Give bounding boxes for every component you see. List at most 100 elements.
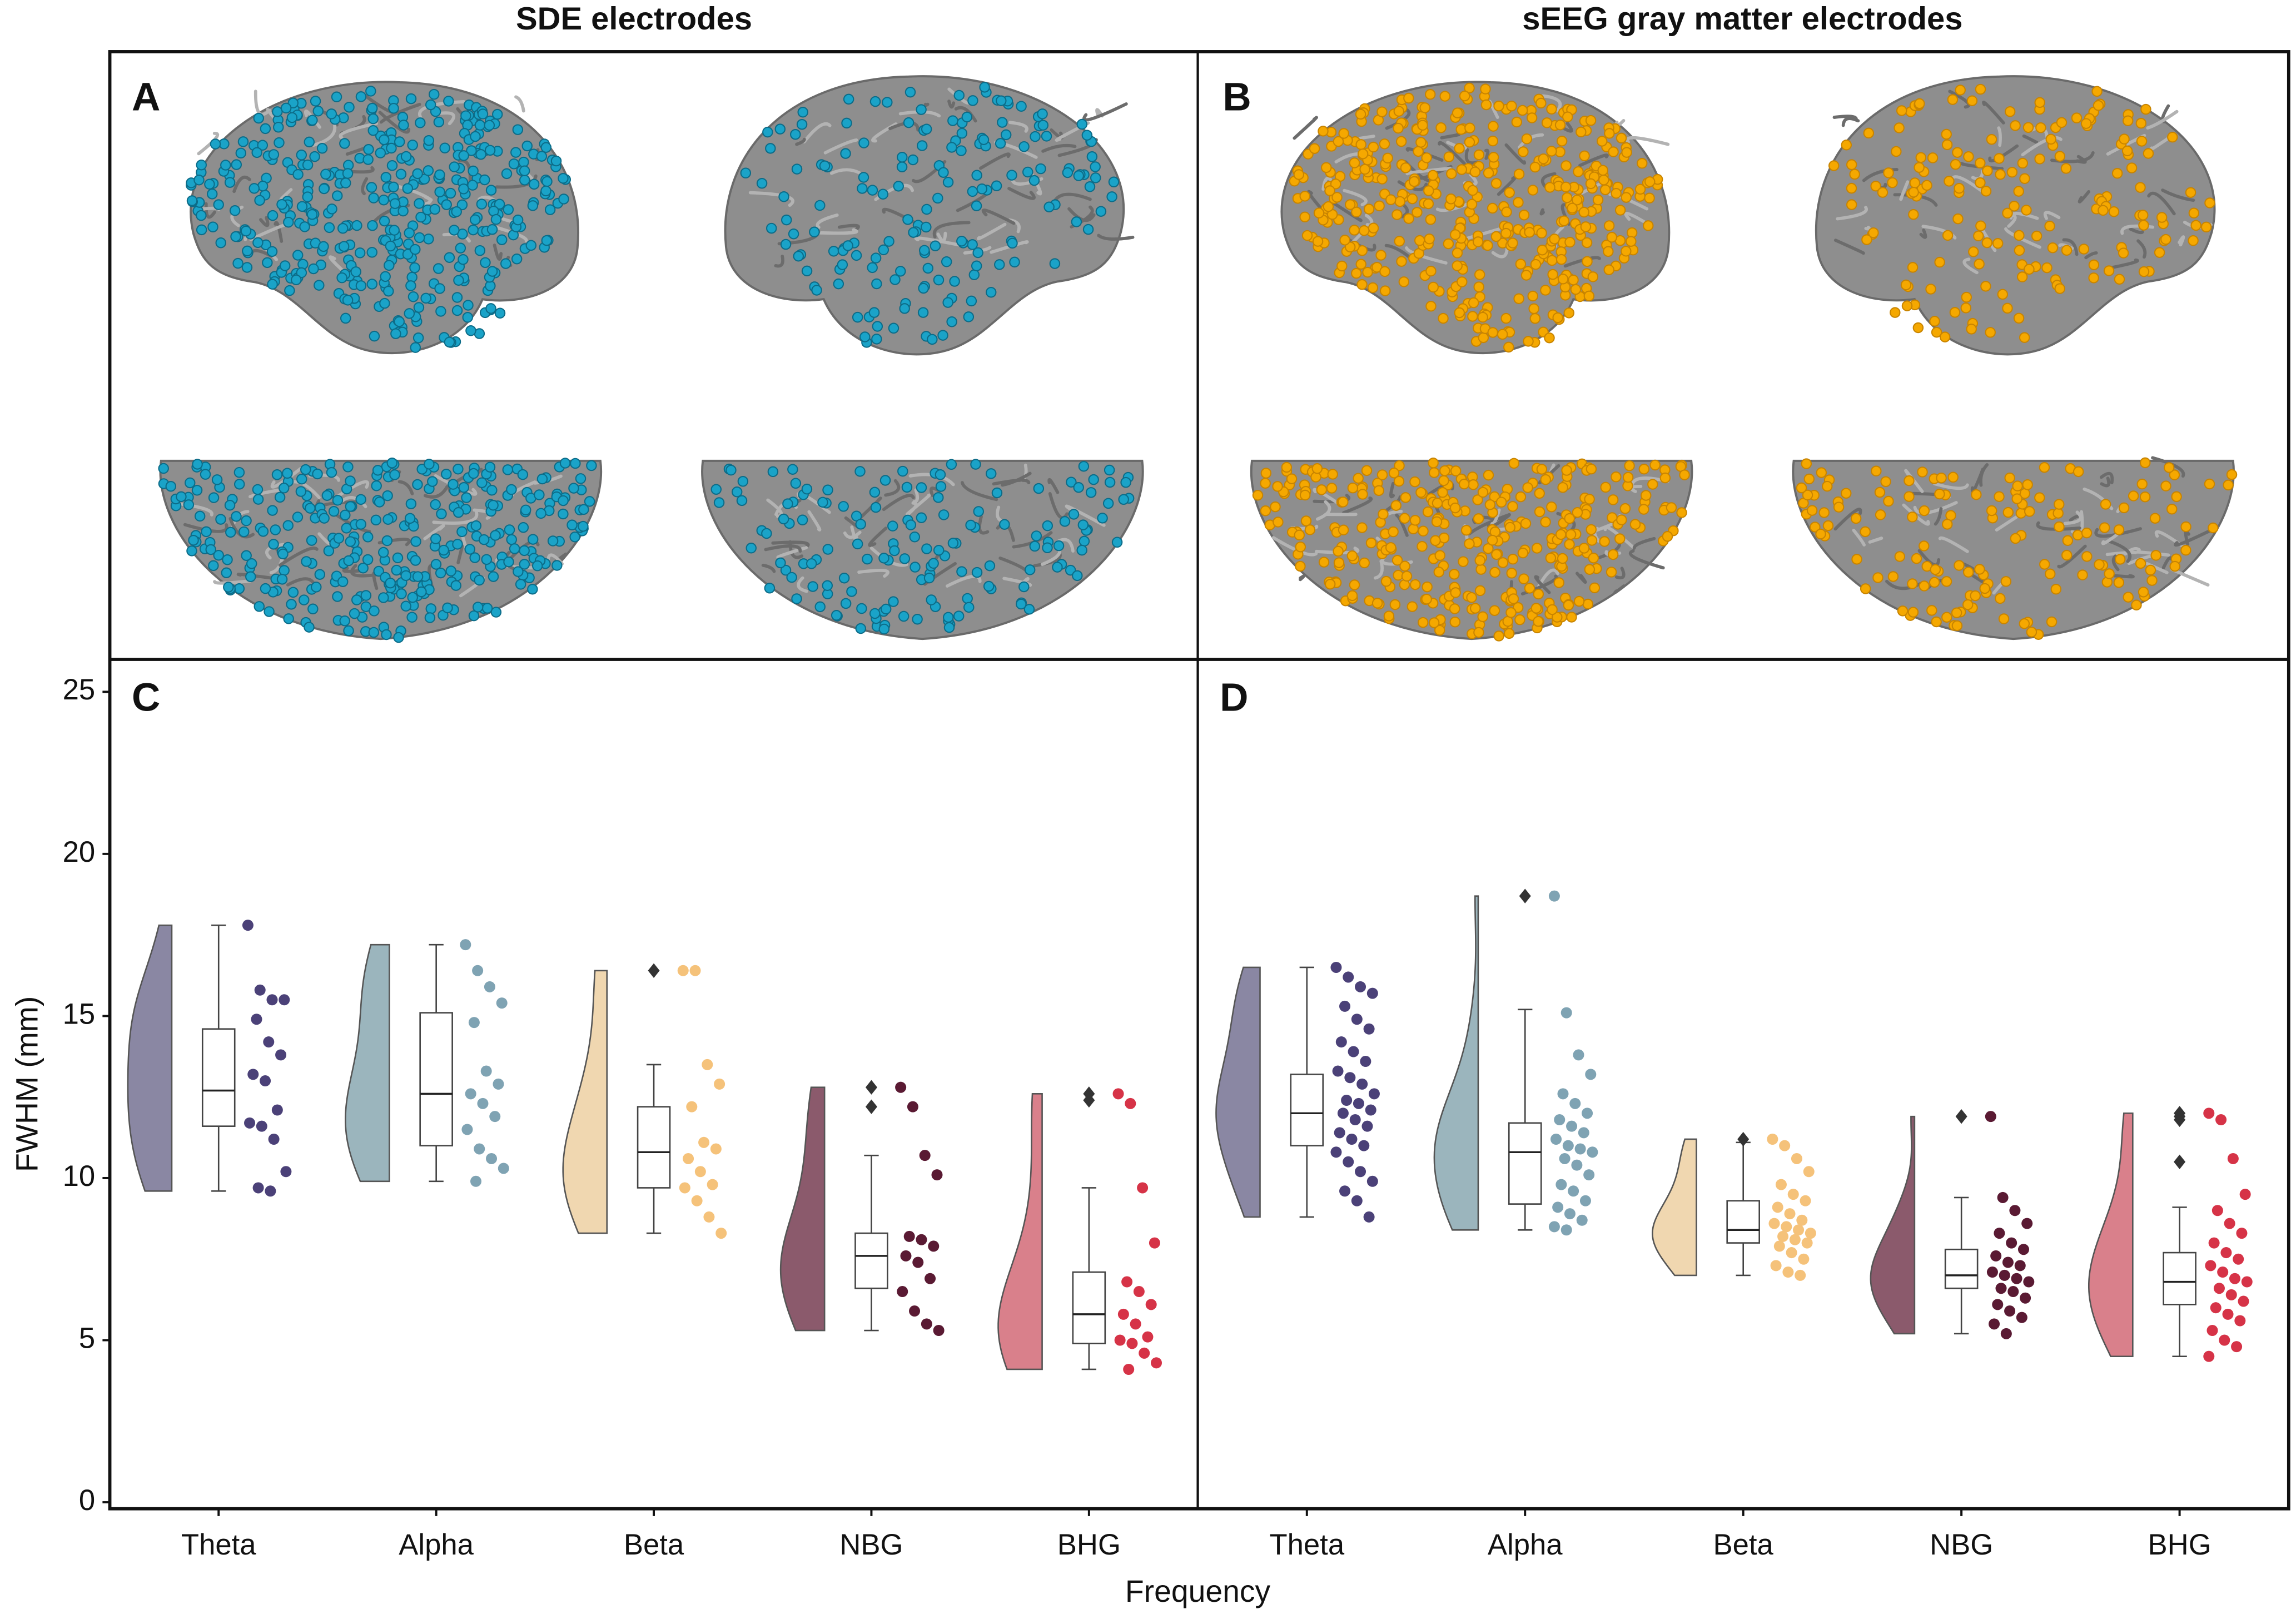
point	[496, 997, 508, 1009]
electrode-dot	[354, 247, 366, 259]
electrode-dot	[423, 165, 434, 176]
electrode-dot	[1544, 182, 1555, 193]
point	[1142, 1331, 1154, 1343]
electrode-dot	[1338, 496, 1349, 508]
gyrus	[829, 168, 861, 175]
gyrus	[1833, 239, 1865, 255]
electrode-dot	[309, 151, 320, 162]
electrode-dot	[1344, 199, 1356, 210]
electrode-dot	[506, 484, 517, 495]
electrode-dot	[840, 598, 852, 609]
electrode-dot	[1281, 461, 1293, 473]
gyrus	[437, 111, 456, 126]
electrode-dot	[1415, 137, 1427, 148]
gyrus	[1373, 559, 1384, 580]
electrode-dot	[1412, 207, 1423, 218]
point	[244, 1117, 256, 1129]
electrode-dot	[1868, 227, 1879, 239]
point	[1767, 1133, 1778, 1145]
electrode-dot	[935, 481, 947, 492]
electrode-dot	[460, 110, 471, 121]
x-tick-label: Beta	[624, 1528, 684, 1561]
electrode-dot	[1636, 158, 1648, 169]
electrode-dot	[1908, 208, 1919, 220]
electrode-dot	[893, 181, 904, 192]
electrode-dot	[1403, 213, 1414, 224]
point	[2205, 1260, 2217, 1272]
electrode-dot	[458, 150, 469, 161]
electrode-dot	[1286, 473, 1298, 485]
electrode-dot	[345, 475, 356, 486]
electrode-dot	[366, 182, 377, 193]
electrode-dot	[991, 180, 1002, 192]
electrode-dot	[1597, 165, 1608, 176]
electrode-dot	[921, 203, 932, 215]
gyrus	[2094, 527, 2142, 538]
electrode-dot	[1417, 617, 1429, 628]
electrode-dot	[412, 479, 423, 490]
point	[460, 939, 471, 951]
electrode-dot	[451, 292, 463, 303]
electrode-dot	[1016, 598, 1027, 610]
electrode-dot	[1473, 513, 1484, 524]
x-tick-label: BHG	[1057, 1528, 1121, 1561]
electrode-dot	[1954, 560, 1965, 571]
gyrus	[811, 228, 858, 235]
electrode-dot	[536, 473, 548, 485]
electrode-dot	[1606, 231, 1618, 243]
electrode-dot	[856, 603, 867, 614]
gyrus	[2146, 110, 2179, 130]
electrode-dot	[1803, 473, 1815, 485]
electrode-dot	[2160, 480, 2171, 491]
electrode-dot	[858, 172, 869, 183]
electrode-dot	[1549, 234, 1560, 245]
electrode-dot	[1299, 489, 1311, 501]
electrode-dot	[1505, 607, 1517, 618]
electrode-dot	[463, 300, 474, 311]
gyrus	[1962, 257, 1979, 275]
electrode-dot	[1449, 603, 1460, 614]
electrode-dot	[806, 558, 817, 569]
electrode-dot	[1557, 553, 1568, 564]
electrode-dot	[301, 556, 312, 567]
electrode-dot	[1931, 616, 1942, 628]
gyrus	[2078, 190, 2091, 203]
electrode-dot	[1474, 585, 1486, 597]
electrode-dot	[2004, 106, 2016, 117]
gyrus	[2147, 191, 2176, 216]
electrode-dot	[443, 96, 454, 107]
point	[931, 1169, 943, 1181]
electrode-dot	[1389, 599, 1401, 610]
electrode-dot	[867, 185, 878, 196]
electrode-dot	[807, 581, 818, 592]
gyrus	[2043, 211, 2061, 220]
point	[1339, 1000, 1351, 1012]
electrode-dot	[1907, 262, 1919, 273]
electrode-dot	[1449, 502, 1461, 514]
electrode-dot	[267, 279, 278, 290]
gyrus	[1389, 481, 1395, 499]
electrode-dot	[1850, 513, 1862, 524]
electrode-dot	[494, 198, 505, 210]
violin	[127, 924, 173, 1192]
electrode-dot	[1546, 501, 1557, 513]
point	[1133, 1286, 1145, 1298]
gyrus	[1397, 180, 1428, 191]
electrode-dot	[1963, 151, 1974, 162]
electrode-dot	[231, 511, 242, 522]
point	[1334, 1127, 1345, 1139]
gyrus	[1097, 234, 1135, 241]
electrode-dot	[368, 192, 379, 203]
electrode-dot	[903, 117, 915, 128]
point	[263, 1036, 275, 1048]
electrode-dot	[1796, 482, 1807, 494]
electrode-dot	[941, 256, 952, 267]
electrode-dot	[510, 147, 521, 158]
gyrus	[1868, 537, 1883, 544]
electrode-dot	[271, 469, 283, 480]
electrode-dot	[887, 520, 898, 532]
electrode-dot	[479, 174, 490, 186]
gyrus	[491, 225, 528, 243]
gyrus	[2063, 510, 2083, 525]
electrode-dot	[780, 239, 792, 250]
